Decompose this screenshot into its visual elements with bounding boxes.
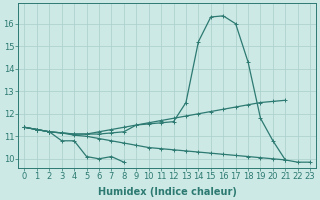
- X-axis label: Humidex (Indice chaleur): Humidex (Indice chaleur): [98, 187, 237, 197]
